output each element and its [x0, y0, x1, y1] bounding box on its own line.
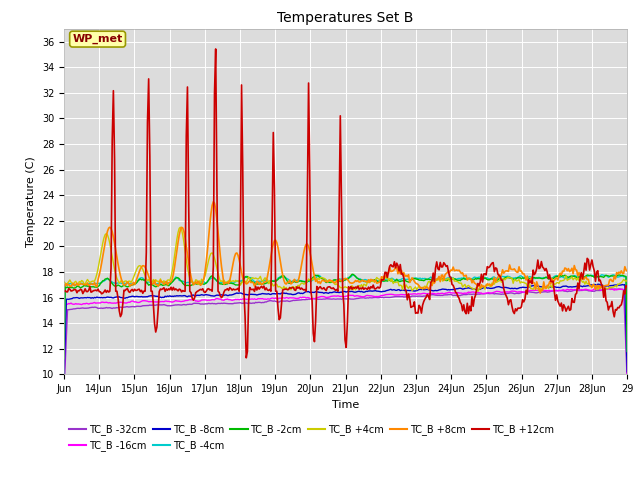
Y-axis label: Temperature (C): Temperature (C) [26, 156, 36, 247]
Title: Temperatures Set B: Temperatures Set B [277, 11, 414, 25]
Text: WP_met: WP_met [72, 34, 123, 44]
X-axis label: Time: Time [332, 400, 359, 409]
Legend: TC_B -32cm, TC_B -16cm, TC_B -8cm, TC_B -4cm, TC_B -2cm, TC_B +4cm, TC_B +8cm, T: TC_B -32cm, TC_B -16cm, TC_B -8cm, TC_B … [69, 424, 554, 451]
